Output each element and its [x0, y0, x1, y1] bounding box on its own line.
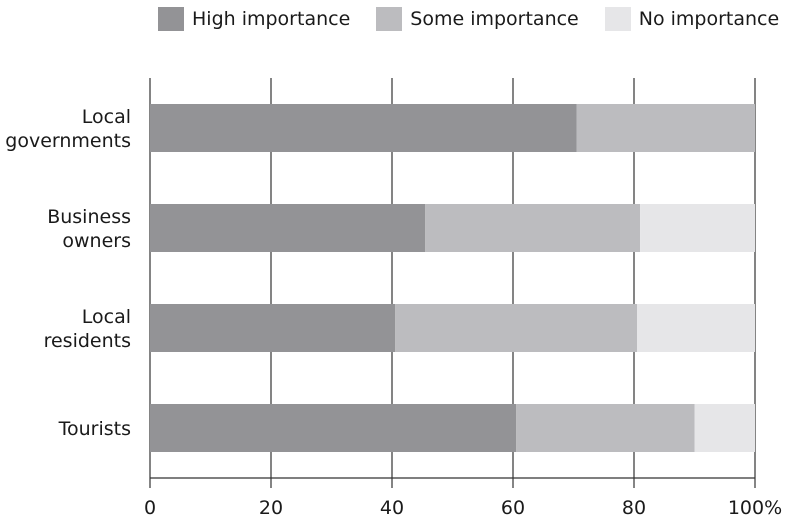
legend-swatch-1	[376, 7, 403, 31]
bar-0-series-0	[150, 104, 577, 152]
bar-1-series-0	[150, 204, 426, 252]
legend-label-0: High importance	[192, 8, 351, 30]
legend-item-2: No importance	[604, 7, 780, 31]
legend-swatch-0	[158, 7, 184, 31]
legend-label-2: No importance	[638, 8, 780, 30]
bar-2-series-0	[150, 304, 396, 352]
legend-item-0: High importance	[158, 7, 350, 31]
bar-3-series-1	[516, 404, 695, 452]
legend-item-1: Some importance	[376, 7, 579, 31]
bar-0-series-1	[576, 104, 755, 152]
legend: High importance Some importance No importa…	[158, 6, 785, 32]
bar-2-series-1	[395, 304, 638, 352]
x-tick-label-1: 20	[259, 497, 283, 519]
category-label-1: Business owners	[47, 206, 131, 252]
bar-2-series-2	[637, 304, 755, 352]
category-label-0: Local governments	[5, 106, 131, 152]
x-tick-label-5: 100%	[728, 497, 782, 519]
x-tick-label-3: 60	[501, 497, 525, 519]
x-tick-label-2: 40	[380, 497, 404, 519]
x-tick-label-0: 0	[144, 497, 156, 519]
bar-1-series-2	[640, 204, 755, 252]
bar-3-series-0	[150, 404, 517, 452]
category-label-3: Tourists	[58, 418, 131, 440]
x-tick-label-4: 80	[622, 497, 646, 519]
bar-3-series-2	[694, 404, 755, 452]
category-label-2: Local residents	[44, 306, 131, 352]
legend-label-1: Some importance	[410, 8, 579, 30]
legend-swatch-2	[604, 7, 631, 31]
bar-1-series-1	[425, 204, 641, 252]
